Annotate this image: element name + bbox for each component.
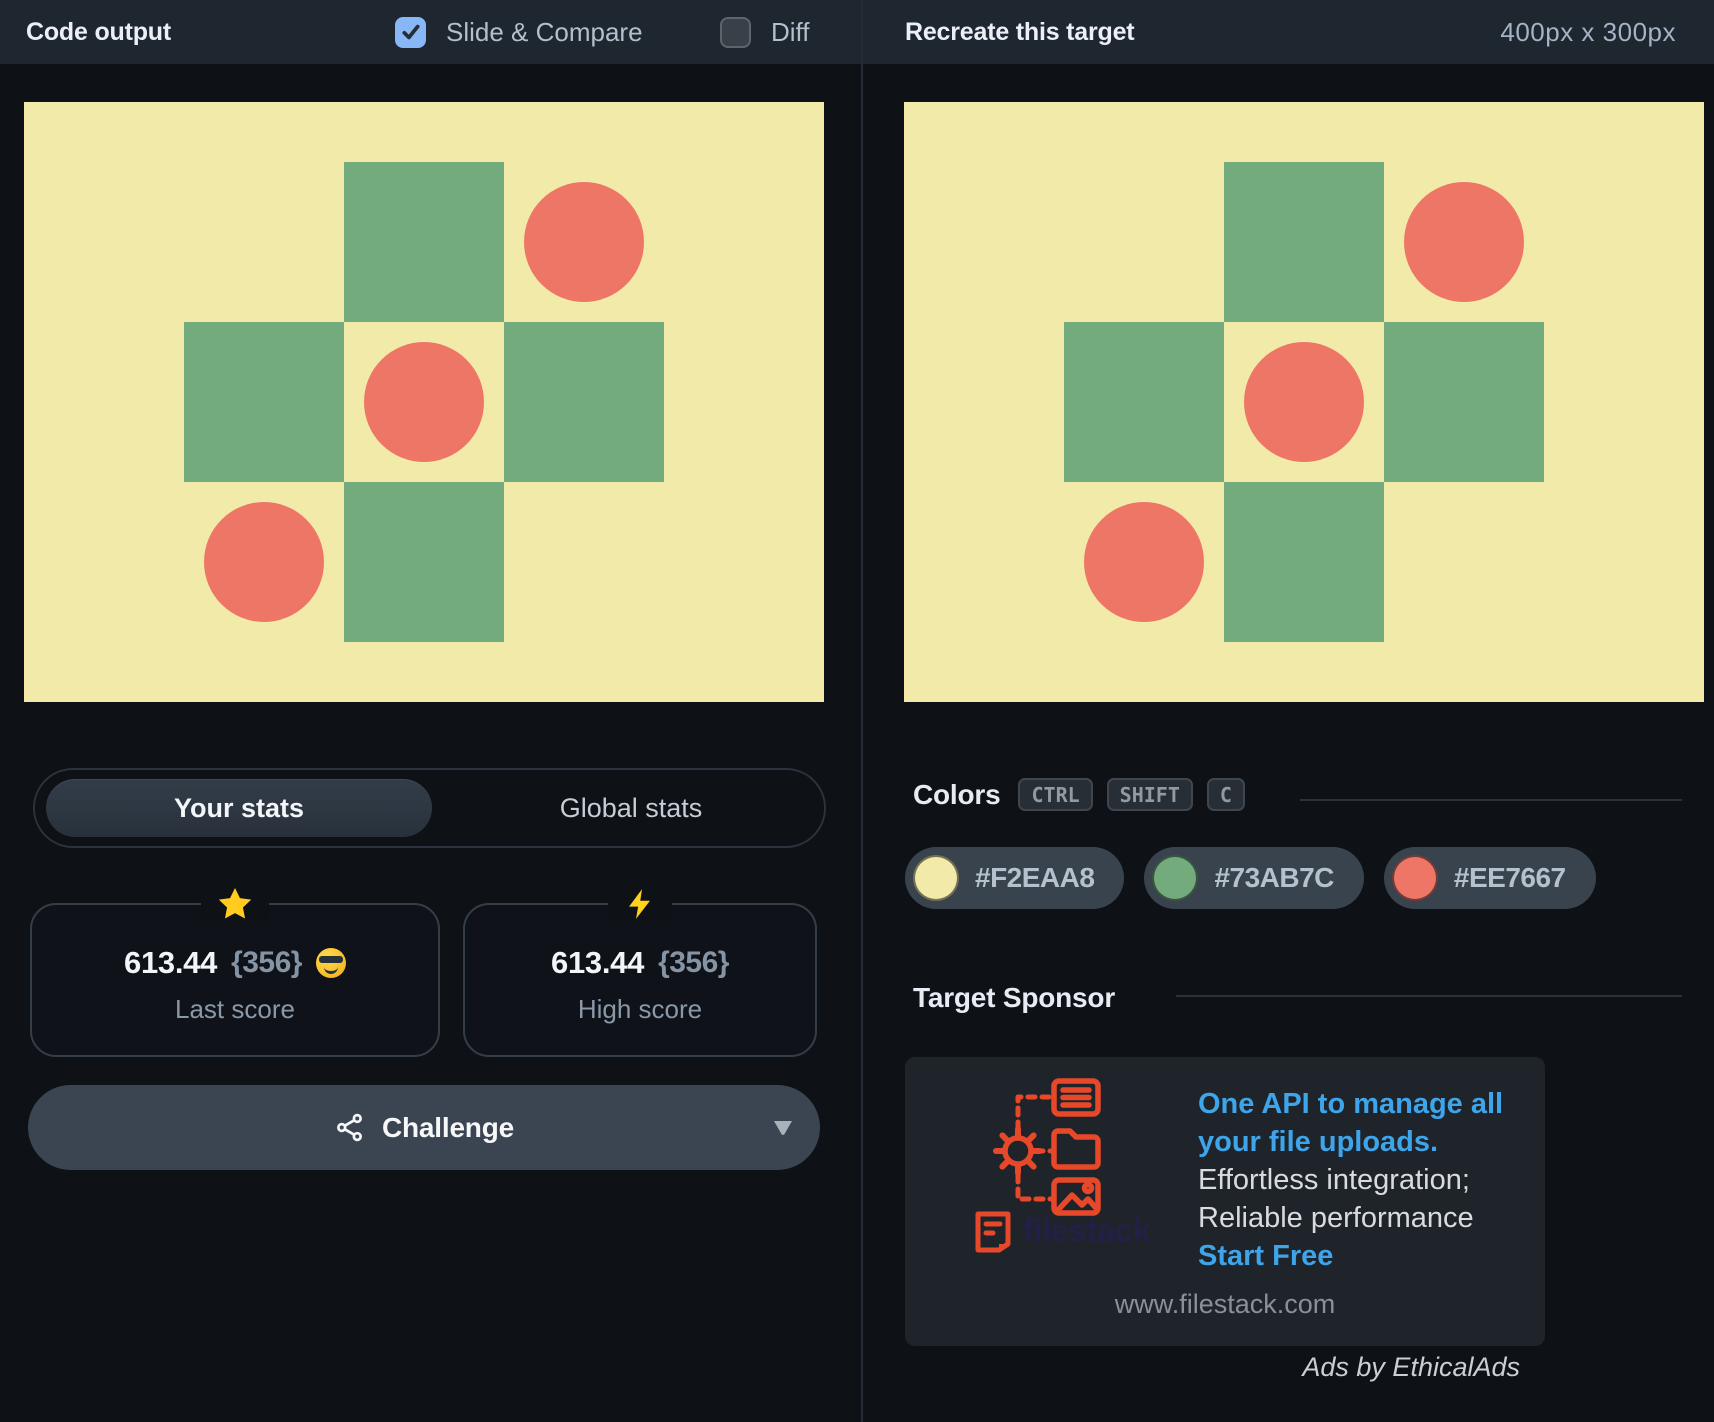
sponsor-ad-card: filestack One API to manage all your fil…	[905, 1057, 1545, 1346]
target-green-square	[1064, 322, 1224, 482]
color-chip-red[interactable]: #EE7667	[1383, 847, 1596, 909]
filestack-wordmark: filestack	[1023, 1212, 1151, 1249]
target-green-square	[504, 322, 664, 482]
share-icon	[334, 1112, 365, 1143]
high-score-value: 613.44	[551, 945, 645, 980]
color-chip-green[interactable]: #73AB7C	[1144, 847, 1364, 909]
slide-compare-toggle[interactable]: Slide & Compare	[395, 0, 643, 64]
target-red-circle	[1404, 182, 1524, 302]
stats-tabs: Your stats Global stats	[33, 768, 826, 848]
last-score-label: Last score	[175, 994, 295, 1024]
document-icon	[1051, 1078, 1101, 1117]
key-ctrl-badge: CTRL	[1018, 778, 1093, 811]
filestack-logo[interactable]: filestack	[973, 1209, 1151, 1253]
checkmark-icon	[401, 22, 421, 42]
target-red-circle	[1084, 502, 1204, 622]
ad-body-line-1: Effortless integration;	[1198, 1164, 1470, 1196]
ad-copy: One API to manage all your file uploads.…	[1198, 1085, 1538, 1275]
target-red-circle	[1244, 342, 1364, 462]
target-red-circle	[204, 502, 324, 622]
target-green-square	[1384, 322, 1544, 482]
diff-checkbox[interactable]	[720, 16, 751, 48]
folder-icon	[1051, 1128, 1101, 1170]
red-swatch-icon	[1391, 855, 1438, 901]
hex-code: #EE7667	[1453, 862, 1566, 893]
gear-icon	[993, 1126, 1043, 1176]
code-output-canvas[interactable]	[24, 102, 824, 702]
diff-label: Diff	[771, 16, 810, 47]
high-score-label: High score	[577, 994, 703, 1024]
ad-body-line-2: Reliable performance	[1198, 1202, 1474, 1234]
target-image-canvas[interactable]	[904, 102, 1704, 702]
sunglasses-emoji-icon	[315, 948, 346, 978]
target-green-square	[1224, 162, 1384, 322]
last-score-characters: {356}	[231, 946, 302, 979]
image-icon	[1051, 1177, 1101, 1216]
star-icon	[201, 886, 269, 922]
hex-code: #73AB7C	[1214, 862, 1334, 893]
key-shift-badge: SHIFT	[1106, 778, 1193, 811]
start-free-link[interactable]: Start Free	[1198, 1240, 1334, 1272]
last-score-value: 613.44	[124, 945, 218, 980]
challenge-label: Challenge	[381, 1111, 514, 1143]
diff-toggle[interactable]: Diff	[720, 0, 810, 64]
slide-compare-label: Slide & Compare	[446, 16, 643, 47]
target-green-square	[1224, 482, 1384, 642]
color-chip-list: #F2EAA8 #73AB7C #EE7667	[905, 847, 1596, 909]
tab-global-stats[interactable]: Global stats	[559, 792, 703, 823]
ad-headline-link[interactable]: One API to manage all your file uploads.	[1198, 1088, 1504, 1158]
last-score-card: 613.44 {356} Last score	[30, 886, 440, 1057]
challenge-button[interactable]: Challenge	[28, 1085, 820, 1170]
last-score-content: 613.44 {356} Last score	[32, 905, 438, 1055]
filestack-logo-icon	[973, 1209, 1013, 1253]
header-bar: Code output Slide & Compare Diff Recreat…	[0, 0, 1714, 64]
target-sponsor-title: Target Sponsor	[913, 982, 1116, 1013]
high-score-content: 613.44 {356} High score	[465, 905, 815, 1055]
tab-your-stats[interactable]: Your stats	[46, 779, 432, 837]
slide-compare-checkbox[interactable]	[395, 16, 426, 48]
target-green-square	[184, 322, 344, 482]
colors-title: Colors	[913, 778, 1001, 810]
color-chip-yellow[interactable]: #F2EAA8	[905, 847, 1125, 909]
high-score-card: 613.44 {356} High score	[463, 886, 817, 1057]
target-red-circle	[364, 342, 484, 462]
colors-divider-line	[1300, 799, 1682, 801]
colors-section-header: Colors CTRL SHIFT C	[913, 778, 1245, 811]
target-dimensions: 400px x 300px	[1500, 16, 1676, 47]
hex-code: #F2EAA8	[975, 862, 1095, 893]
target-green-square	[344, 162, 504, 322]
recreate-target-title: Recreate this target	[905, 17, 1135, 46]
high-score-characters: {356}	[658, 946, 729, 979]
target-red-circle	[524, 182, 644, 302]
key-c-badge: C	[1206, 778, 1245, 811]
sponsor-divider-line	[1176, 995, 1682, 997]
target-green-square	[344, 482, 504, 642]
green-swatch-icon	[1152, 855, 1199, 901]
filestack-workflow-illustration	[980, 1077, 1140, 1217]
yellow-swatch-icon	[913, 855, 959, 901]
sponsor-url: www.filestack.com	[1114, 1289, 1336, 1319]
lightning-icon	[608, 886, 672, 922]
chevron-down-icon[interactable]	[772, 1120, 794, 1136]
code-output-title: Code output	[26, 17, 171, 46]
ads-attribution: Ads by EthicalAds	[1302, 1352, 1520, 1382]
panel-divider	[861, 0, 863, 1422]
